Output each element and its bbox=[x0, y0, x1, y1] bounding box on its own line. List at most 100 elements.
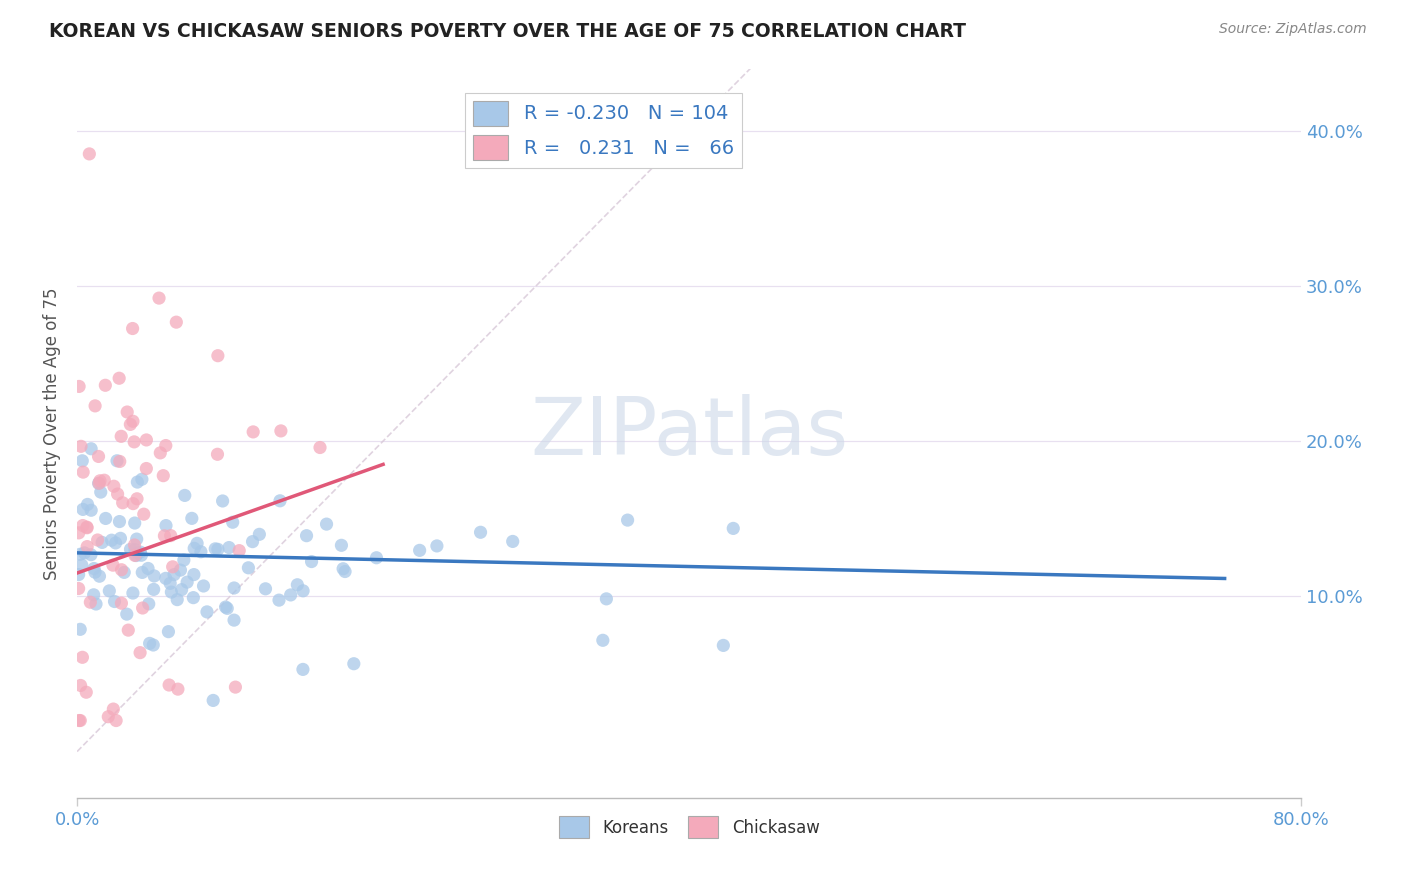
Point bbox=[163, 567, 186, 582]
Point bbox=[155, 518, 177, 533]
Point bbox=[69, 547, 91, 561]
Point bbox=[110, 532, 132, 546]
Point bbox=[97, 709, 120, 723]
Point bbox=[103, 479, 125, 493]
Point bbox=[67, 714, 90, 728]
Point bbox=[94, 378, 117, 392]
Point bbox=[127, 546, 149, 560]
Point bbox=[183, 591, 205, 605]
Point bbox=[72, 502, 94, 516]
Point bbox=[83, 561, 105, 575]
Point bbox=[124, 538, 146, 552]
Point bbox=[148, 291, 170, 305]
Point bbox=[269, 493, 291, 508]
Point bbox=[267, 593, 290, 607]
Point bbox=[131, 601, 153, 615]
Point bbox=[173, 553, 195, 567]
Point bbox=[193, 579, 215, 593]
Point bbox=[67, 525, 90, 540]
Point bbox=[104, 536, 127, 550]
Point bbox=[89, 474, 111, 488]
Point bbox=[135, 461, 157, 475]
Point bbox=[723, 521, 745, 535]
Point bbox=[108, 515, 131, 529]
Point bbox=[124, 516, 146, 530]
Point bbox=[76, 520, 98, 534]
Point bbox=[110, 596, 132, 610]
Point bbox=[84, 565, 107, 579]
Point bbox=[247, 527, 270, 541]
Point bbox=[111, 496, 134, 510]
Point bbox=[135, 433, 157, 447]
Point bbox=[224, 680, 246, 694]
Point bbox=[292, 583, 315, 598]
Point bbox=[87, 476, 110, 491]
Point bbox=[75, 685, 97, 699]
Point bbox=[291, 662, 314, 676]
Point bbox=[105, 714, 128, 728]
Point bbox=[100, 533, 122, 548]
Point bbox=[129, 545, 152, 559]
Point bbox=[84, 399, 107, 413]
Point bbox=[84, 597, 107, 611]
Point bbox=[280, 588, 302, 602]
Point bbox=[80, 548, 103, 562]
Point bbox=[121, 321, 143, 335]
Point bbox=[309, 441, 332, 455]
Point bbox=[426, 539, 449, 553]
Point bbox=[72, 465, 94, 479]
Point bbox=[207, 447, 229, 461]
Point bbox=[152, 468, 174, 483]
Point bbox=[159, 576, 181, 591]
Point bbox=[131, 472, 153, 486]
Point bbox=[207, 542, 229, 557]
Point bbox=[112, 566, 135, 580]
Point bbox=[122, 497, 145, 511]
Point bbox=[167, 682, 190, 697]
Point bbox=[127, 475, 149, 489]
Point bbox=[295, 529, 318, 543]
Point bbox=[110, 429, 132, 443]
Point bbox=[616, 513, 638, 527]
Point bbox=[155, 571, 177, 585]
Point bbox=[502, 534, 524, 549]
Point bbox=[89, 569, 111, 583]
Point bbox=[93, 473, 115, 487]
Point bbox=[204, 541, 226, 556]
Point bbox=[165, 315, 187, 329]
Point bbox=[149, 446, 172, 460]
Point bbox=[183, 541, 205, 556]
Point bbox=[83, 588, 105, 602]
Point bbox=[108, 454, 131, 468]
Point bbox=[86, 533, 108, 547]
Point bbox=[470, 525, 492, 540]
Point bbox=[120, 417, 142, 432]
Point bbox=[76, 540, 98, 554]
Point bbox=[207, 349, 229, 363]
Point bbox=[166, 592, 188, 607]
Point bbox=[315, 517, 337, 532]
Point bbox=[214, 600, 236, 615]
Point bbox=[218, 541, 240, 555]
Point bbox=[94, 511, 117, 525]
Point bbox=[222, 613, 245, 627]
Point bbox=[72, 518, 94, 533]
Point bbox=[136, 561, 159, 575]
Point bbox=[366, 550, 388, 565]
Point bbox=[138, 636, 160, 650]
Point bbox=[115, 405, 138, 419]
Point bbox=[221, 515, 243, 529]
Point bbox=[169, 563, 191, 577]
Point bbox=[67, 379, 90, 393]
Point bbox=[332, 562, 354, 576]
Point bbox=[67, 567, 90, 582]
Point bbox=[124, 542, 146, 557]
Point bbox=[108, 371, 131, 385]
Point bbox=[301, 555, 323, 569]
Point bbox=[80, 503, 103, 517]
Point bbox=[129, 646, 152, 660]
Y-axis label: Seniors Poverty Over the Age of 75: Seniors Poverty Over the Age of 75 bbox=[44, 287, 60, 580]
Point bbox=[98, 583, 121, 598]
Point bbox=[73, 546, 96, 560]
Point bbox=[87, 476, 110, 491]
